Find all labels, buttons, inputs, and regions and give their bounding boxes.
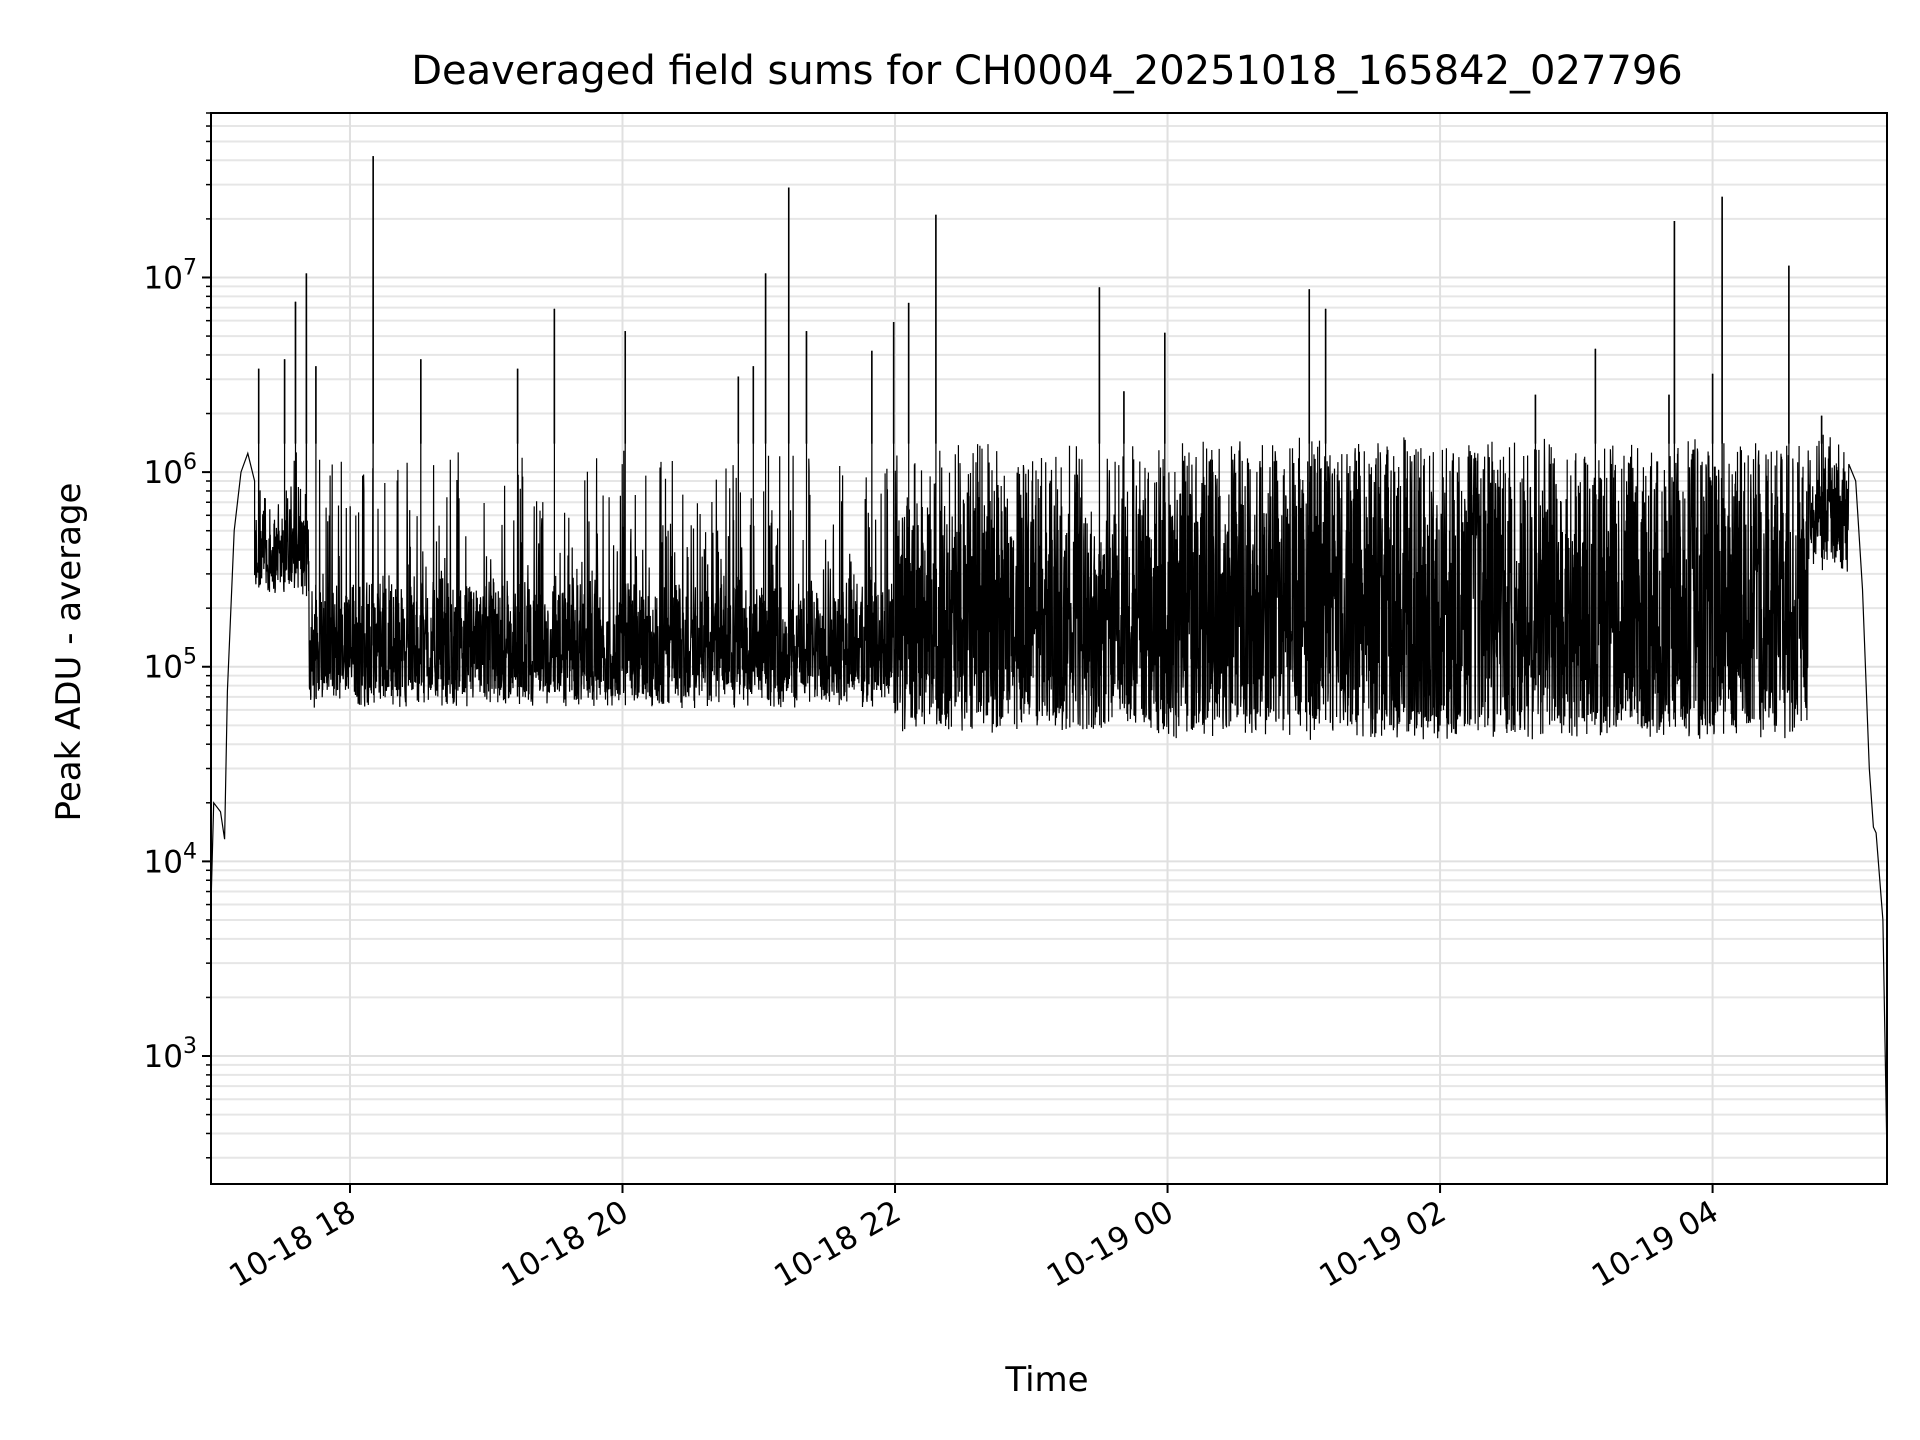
y-tick-label: 106	[144, 450, 197, 491]
y-tick-label: 103	[144, 1034, 197, 1075]
x-tick-label: 10-19 00	[1041, 1194, 1180, 1295]
plot-frame	[210, 112, 1888, 1185]
y-tick-label: 107	[144, 255, 197, 296]
x-tick-label: 10-18 20	[496, 1194, 635, 1295]
x-tick-label: 10-18 22	[768, 1194, 907, 1295]
y-tick-label: 105	[144, 645, 197, 686]
x-tick-label: 10-18 18	[223, 1194, 362, 1295]
x-tick-label: 10-19 04	[1586, 1194, 1725, 1295]
data-series-line	[211, 156, 1887, 1158]
chart-title: Deaveraged field sums for CH0004_2025101…	[411, 48, 1683, 94]
x-tick-label: 10-19 02	[1313, 1194, 1452, 1295]
y-axis-label: Peak ADU - average	[49, 483, 89, 822]
data-layer	[211, 156, 1887, 1158]
x-axis-label: Time	[1004, 1360, 1088, 1400]
y-tick-label: 104	[144, 839, 197, 880]
